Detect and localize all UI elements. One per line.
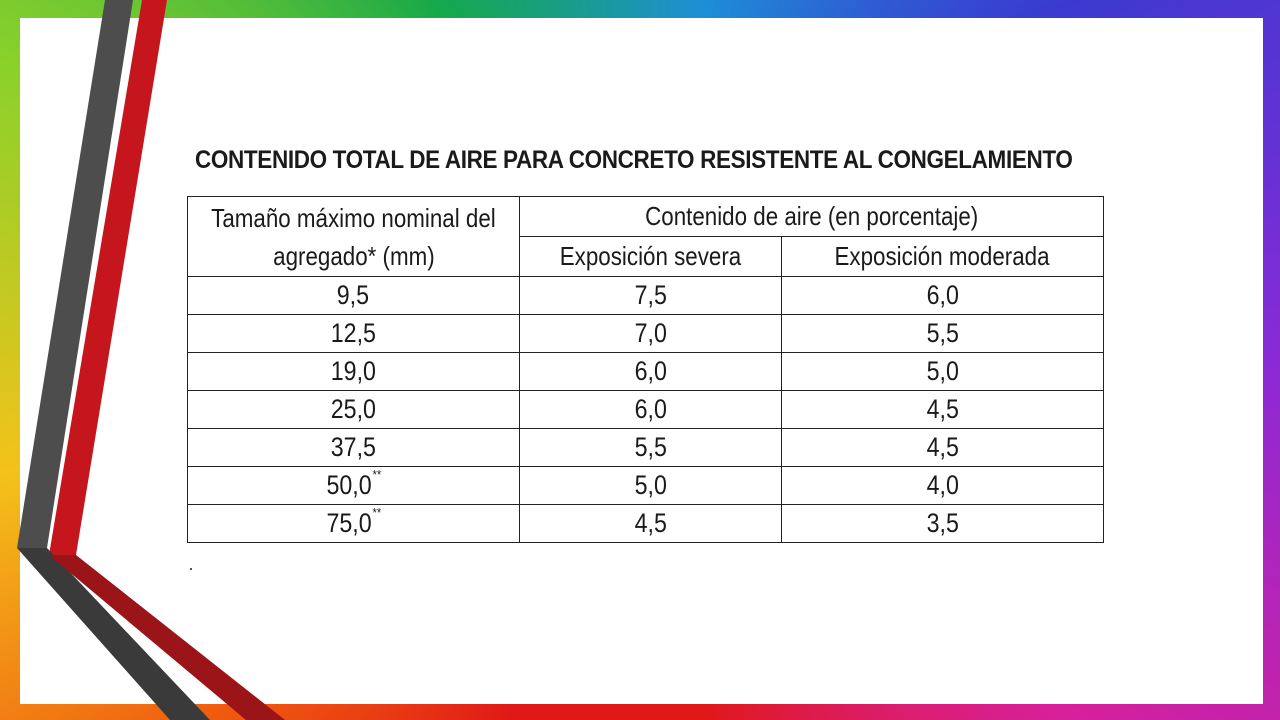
severe-value: 5,0 bbox=[634, 469, 667, 500]
header-air-content: Contenido de aire (en porcentaje) bbox=[518, 196, 1104, 237]
size-value: 9,5 bbox=[336, 279, 370, 310]
cell-aggregate-size: 12,5 bbox=[187, 313, 520, 353]
table-row: 75,0** 4,5 3,5 bbox=[187, 503, 1104, 543]
cell-severe: 7,0 bbox=[518, 313, 782, 353]
air-content-table: Tamaño máximo nominal del agregado* (mm)… bbox=[187, 196, 1104, 543]
size-value: 50,0 bbox=[326, 469, 372, 500]
header-aggregate-size-line2: agregado* (mm) bbox=[272, 241, 435, 272]
size-value: 12,5 bbox=[330, 317, 376, 348]
moderate-value: 5,0 bbox=[926, 355, 959, 386]
footnote-mark: ** bbox=[372, 466, 381, 482]
cell-aggregate-size: 37,5 bbox=[187, 427, 520, 467]
cell-moderate: 4,5 bbox=[780, 389, 1104, 429]
stray-dot bbox=[190, 568, 192, 570]
cell-aggregate-size: 25,0 bbox=[187, 389, 520, 429]
cell-severe: 5,5 bbox=[518, 427, 782, 467]
cell-moderate: 3,5 bbox=[780, 503, 1104, 543]
table-row: 25,0 6,0 4,5 bbox=[187, 389, 1104, 429]
moderate-value: 3,5 bbox=[926, 507, 959, 538]
cell-severe: 7,5 bbox=[518, 275, 782, 315]
moderate-value: 4,0 bbox=[926, 469, 959, 500]
header-severe-exposure-label: Exposición severa bbox=[559, 241, 742, 272]
severe-value: 6,0 bbox=[634, 355, 667, 386]
cell-aggregate-size: 19,0 bbox=[187, 351, 520, 391]
header-row-1: Tamaño máximo nominal del agregado* (mm)… bbox=[187, 196, 1104, 277]
header-severe-exposure: Exposición severa bbox=[518, 235, 782, 277]
red-stripe-upper bbox=[49, 0, 167, 555]
moderate-value: 5,5 bbox=[926, 317, 959, 348]
cell-severe: 6,0 bbox=[518, 351, 782, 391]
header-aggregate-size-line1: Tamaño máximo nominal del bbox=[211, 203, 496, 233]
cell-moderate: 4,5 bbox=[780, 427, 1104, 467]
size-value: 19,0 bbox=[330, 355, 376, 386]
moderate-value: 6,0 bbox=[926, 279, 959, 310]
table-row: 37,5 5,5 4,5 bbox=[187, 427, 1104, 467]
cell-moderate: 6,0 bbox=[780, 275, 1104, 315]
moderate-value: 4,5 bbox=[926, 393, 959, 424]
header-moderate-exposure-label: Exposición moderada bbox=[834, 241, 1050, 272]
footnote-mark: ** bbox=[372, 504, 381, 520]
severe-value: 7,0 bbox=[634, 317, 667, 348]
table-row: 50,0** 5,0 4,0 bbox=[187, 465, 1104, 505]
cell-moderate: 4,0 bbox=[780, 465, 1104, 505]
gray-stripe-lower bbox=[17, 548, 210, 720]
cell-moderate: 5,5 bbox=[780, 313, 1104, 353]
gray-stripe-upper bbox=[17, 0, 133, 548]
cell-severe: 4,5 bbox=[518, 503, 782, 543]
header-row-2: Exposición severa Exposición moderada bbox=[188, 235, 1104, 277]
cell-aggregate-size: 50,0** bbox=[187, 465, 520, 505]
table-title: CONTENIDO TOTAL DE AIRE PARA CONCRETO RE… bbox=[195, 146, 1073, 174]
red-stripe-lower bbox=[49, 555, 285, 720]
severe-value: 6,0 bbox=[634, 393, 667, 424]
header-moderate-exposure: Exposición moderada bbox=[780, 235, 1104, 277]
header-air-content-label: Contenido de aire (en porcentaje) bbox=[644, 201, 978, 232]
table-row: 19,0 6,0 5,0 bbox=[187, 351, 1104, 391]
table-row: 12,5 7,0 5,5 bbox=[187, 313, 1104, 353]
header-aggregate-size: Tamaño máximo nominal del agregado* (mm) bbox=[187, 196, 520, 277]
table-row: 9,5 7,5 6,0 bbox=[187, 275, 1104, 315]
cell-aggregate-size: 9,5 bbox=[187, 275, 520, 315]
cell-aggregate-size: 75,0** bbox=[187, 503, 520, 543]
size-value: 25,0 bbox=[330, 393, 376, 424]
moderate-value: 4,5 bbox=[926, 431, 959, 462]
size-value: 37,5 bbox=[330, 431, 376, 462]
size-value: 75,0 bbox=[326, 507, 372, 538]
cell-severe: 6,0 bbox=[518, 389, 782, 429]
severe-value: 5,5 bbox=[634, 431, 667, 462]
severe-value: 4,5 bbox=[634, 507, 667, 538]
cell-moderate: 5,0 bbox=[780, 351, 1104, 391]
cell-severe: 5,0 bbox=[518, 465, 782, 505]
severe-value: 7,5 bbox=[634, 279, 667, 310]
